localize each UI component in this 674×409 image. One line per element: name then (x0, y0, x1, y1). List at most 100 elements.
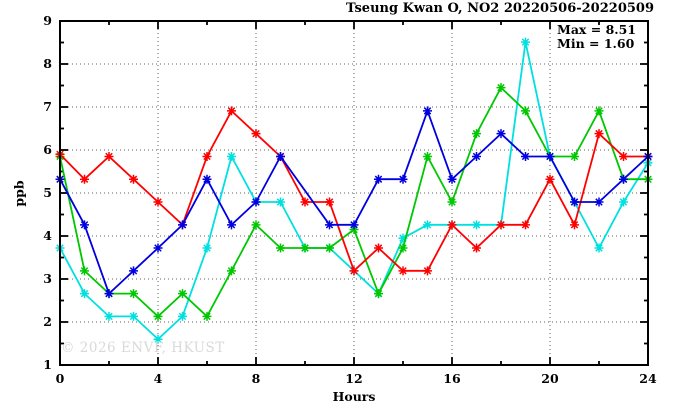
marker-red-11 (325, 197, 334, 207)
marker-blue-7 (227, 220, 236, 230)
marker-blue-2 (104, 289, 114, 299)
y-tick-label-9: 9 (43, 13, 52, 28)
marker-blue-12 (374, 174, 383, 184)
marker-blue-17 (496, 129, 506, 139)
marker-blue-8 (251, 197, 261, 207)
x-tick-label-0: 0 (55, 371, 65, 386)
marker-cyan-22 (594, 243, 604, 253)
marker-cyan-23 (619, 197, 628, 207)
marker-green-18 (496, 83, 506, 93)
marker-blue-21 (594, 197, 604, 207)
y-tick-label-4: 4 (43, 228, 52, 243)
marker-blue-20 (570, 197, 579, 207)
series-blue-line (59, 108, 649, 296)
marker-red-14 (398, 266, 408, 276)
marker-red-4 (153, 197, 163, 207)
marker-red-22 (594, 129, 604, 139)
x-tick-label-16: 16 (443, 371, 461, 386)
marker-red-1 (80, 174, 89, 184)
marker-blue-10 (325, 220, 334, 230)
marker-red-10 (300, 197, 310, 207)
marker-green-19 (521, 106, 530, 116)
marker-green-6 (202, 311, 212, 321)
y-tick-label-7: 7 (43, 99, 52, 114)
marker-red-15 (423, 266, 432, 276)
marker-green-4 (153, 311, 163, 321)
marker-blue-15 (447, 174, 457, 184)
marker-green-8 (251, 220, 261, 230)
marker-blue-1 (80, 220, 89, 230)
marker-green-7 (227, 266, 236, 276)
marker-red-20 (545, 174, 555, 184)
marker-red-19 (521, 220, 530, 230)
marker-green-16 (447, 197, 457, 207)
x-axis-label: Hours (332, 389, 376, 404)
marker-red-18 (496, 220, 506, 230)
marker-blue-3 (129, 266, 138, 276)
marker-cyan-17 (472, 220, 481, 230)
x-tick-label-12: 12 (345, 371, 363, 386)
y-tick-label-3: 3 (43, 271, 52, 286)
marker-green-17 (472, 129, 481, 139)
marker-red-12 (349, 266, 359, 276)
y-tick-label-2: 2 (43, 314, 52, 329)
marker-blue-13 (398, 174, 408, 184)
x-tick-label-8: 8 (251, 371, 261, 386)
marker-green-21 (570, 151, 579, 161)
marker-green-22 (594, 106, 604, 116)
marker-red-2 (104, 151, 114, 161)
marker-green-3 (129, 289, 138, 299)
marker-blue-22 (619, 174, 628, 184)
plot-border (59, 20, 649, 366)
marker-cyan-6 (202, 243, 212, 253)
marker-green-14 (398, 243, 408, 253)
marker-blue-16 (472, 151, 481, 161)
chart-title: Tseung Kwan O, NO2 20220506-20220509 (346, 1, 654, 16)
marker-green-10 (300, 243, 310, 253)
marker-blue-6 (202, 174, 212, 184)
x-tick-label-20: 20 (541, 371, 559, 386)
marker-cyan-9 (276, 197, 285, 207)
x-tick-label-24: 24 (639, 371, 657, 386)
y-tick-label-1: 1 (43, 357, 52, 372)
marker-cyan-14 (398, 233, 408, 243)
stats-box: Max = 8.51 Min = 1.60 (557, 23, 636, 51)
marker-red-7 (227, 106, 236, 116)
marker-cyan-19 (521, 37, 530, 47)
x-tick-label-4: 4 (153, 371, 163, 386)
marker-blue-19 (545, 151, 555, 161)
marker-red-3 (129, 174, 138, 184)
marker-cyan-15 (423, 220, 432, 230)
marker-green-15 (423, 151, 432, 161)
watermark: © 2026 ENVF, HKUST (61, 340, 225, 356)
marker-red-16 (447, 220, 457, 230)
marker-green-5 (178, 289, 187, 299)
marker-green-1 (80, 266, 89, 276)
marker-red-8 (251, 129, 261, 139)
marker-blue-5 (178, 220, 187, 230)
marker-blue-18 (521, 151, 530, 161)
marker-red-6 (202, 151, 212, 161)
y-tick-label-8: 8 (43, 56, 52, 71)
marker-cyan-5 (178, 311, 187, 321)
marker-green-12 (349, 225, 359, 235)
marker-blue-4 (153, 243, 163, 253)
marker-cyan-2 (104, 311, 114, 321)
marker-blue-9 (276, 151, 285, 161)
stat-max: Max = 8.51 (557, 22, 637, 37)
marker-green-9 (276, 243, 285, 253)
stat-min: Min = 1.60 (557, 36, 635, 51)
marker-blue-14 (423, 106, 432, 116)
marker-cyan-7 (227, 151, 236, 161)
y-tick-label-5: 5 (43, 185, 52, 200)
y-tick-label-6: 6 (43, 142, 52, 157)
marker-red-23 (619, 151, 628, 161)
marker-red-13 (374, 243, 383, 253)
marker-green-11 (325, 243, 334, 253)
marker-blue-11 (349, 220, 359, 230)
marker-cyan-1 (80, 289, 89, 299)
marker-cyan-3 (129, 311, 138, 321)
marker-green-13 (374, 289, 383, 299)
